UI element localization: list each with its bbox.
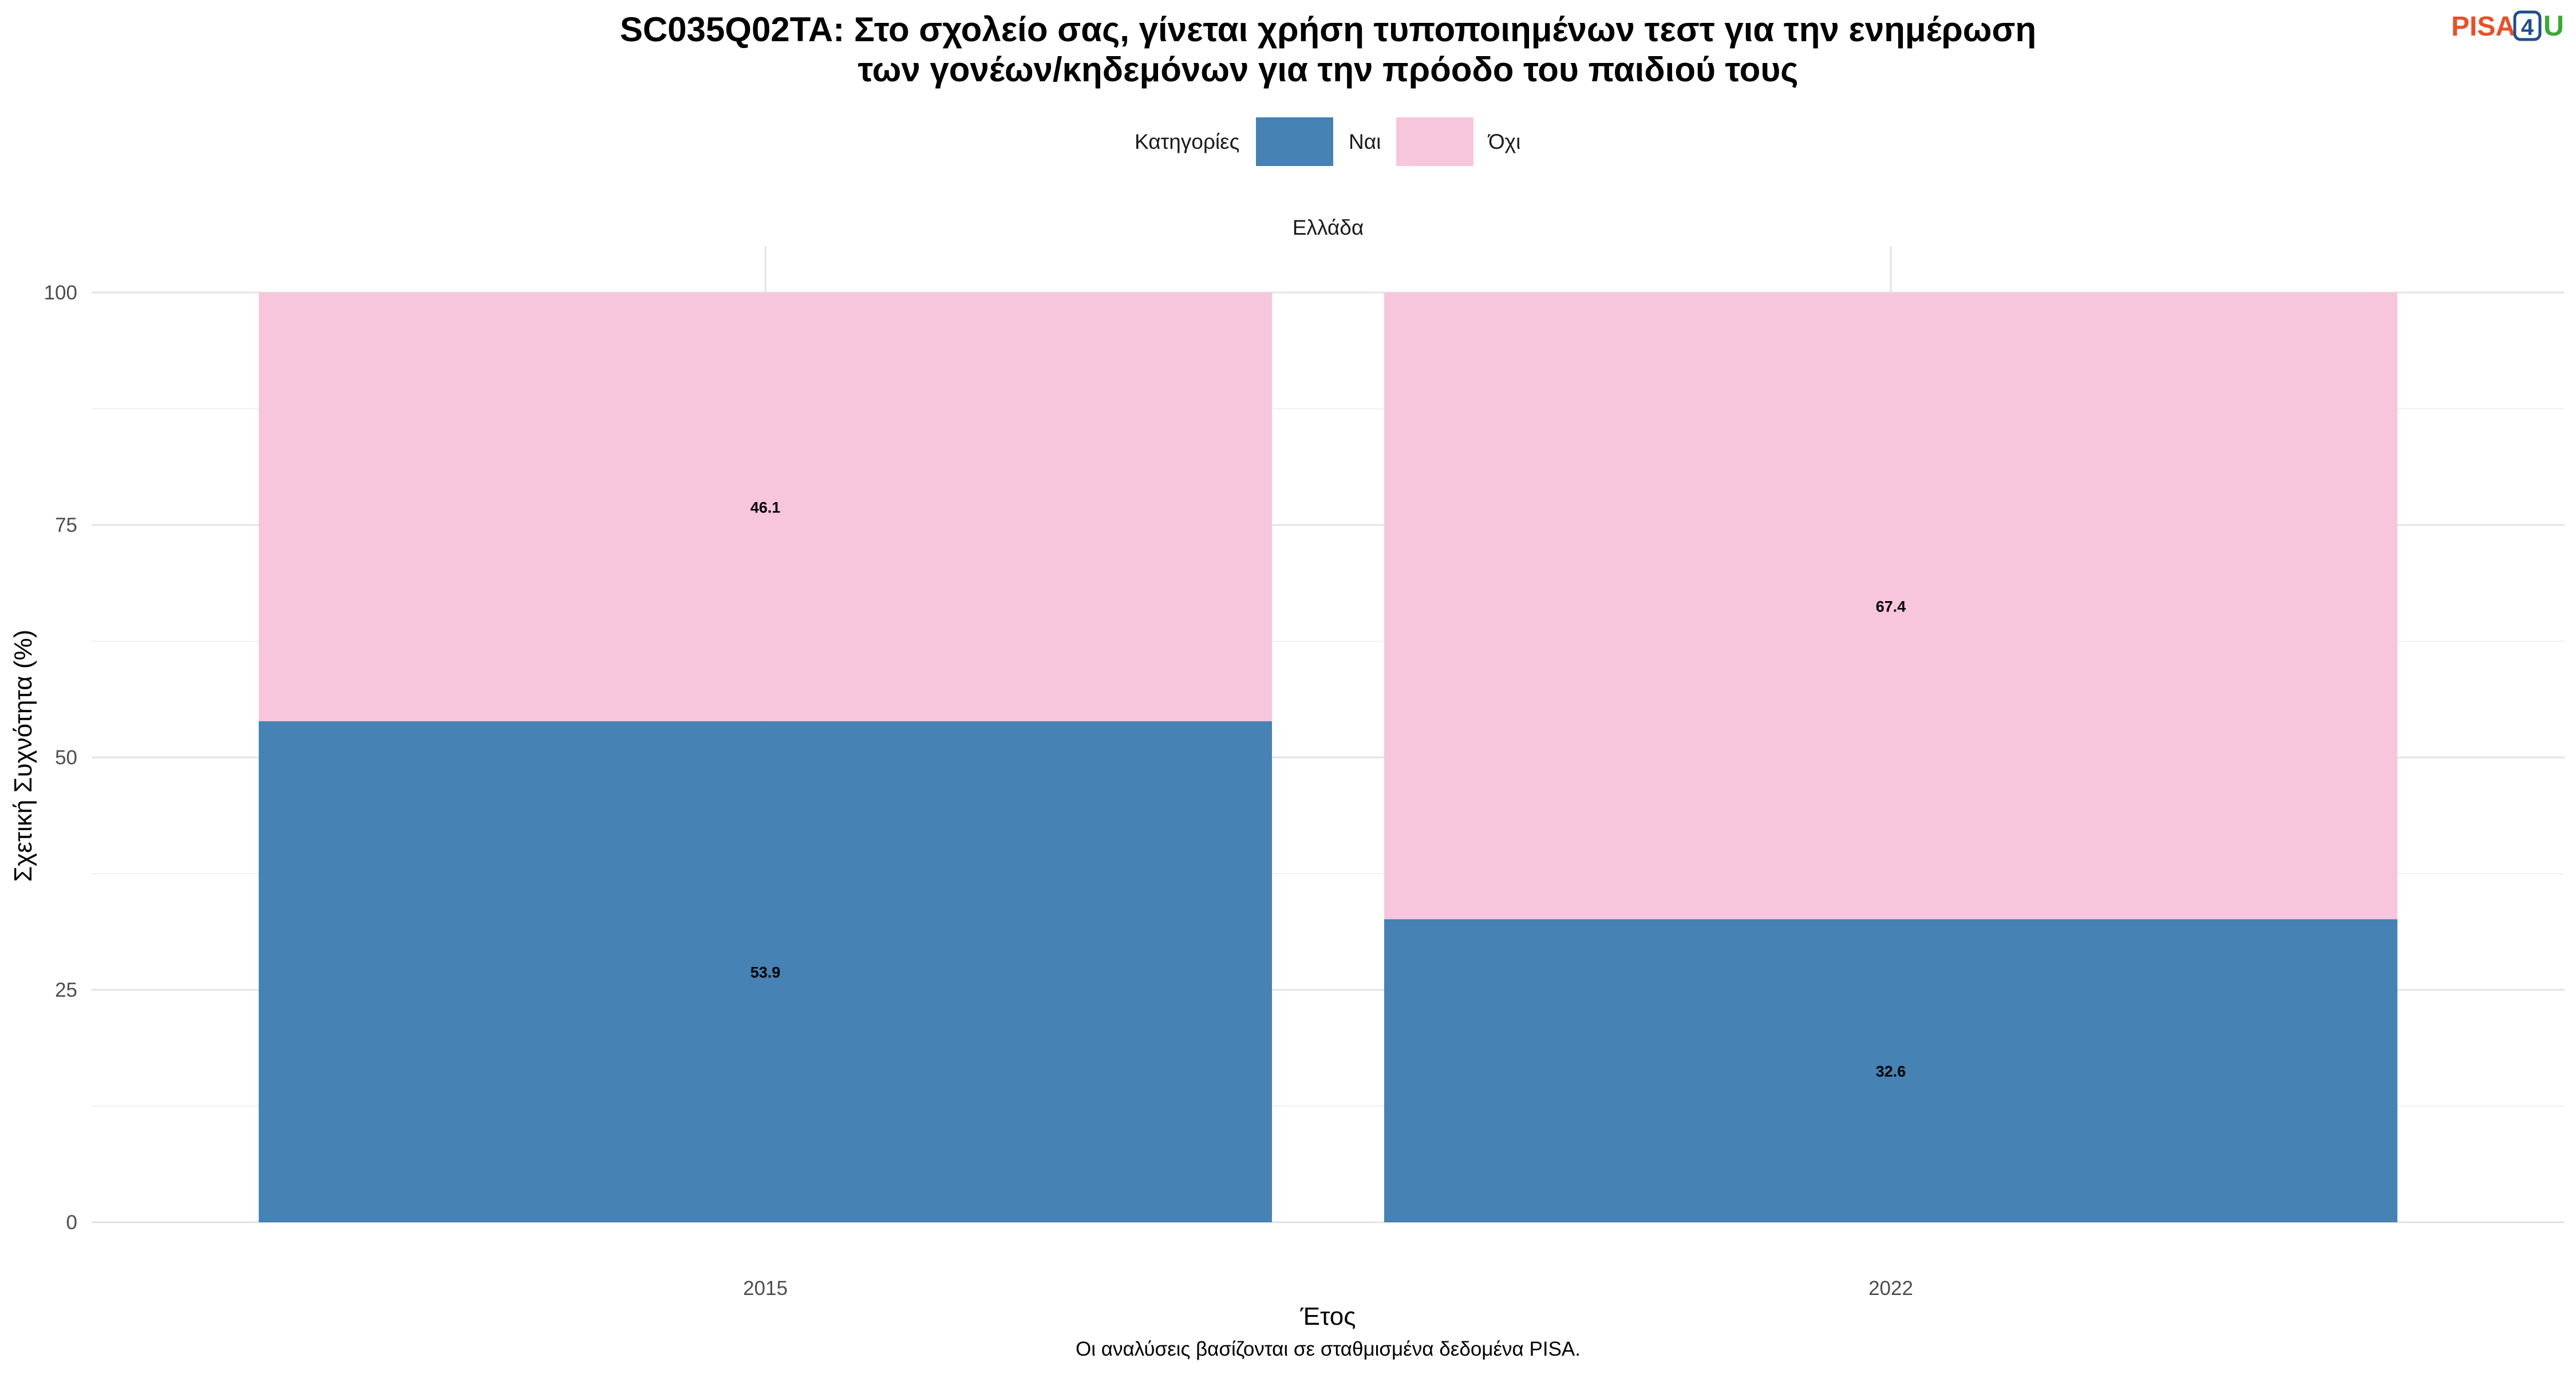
data-label-2022-nai: 32.6 [1876,1063,1906,1080]
facet-label: Ελλάδα [1293,216,1364,239]
chart-title-line-2: των γονέων/κηδεμόνων για την πρόοδο του … [858,50,1799,89]
x-tick-label: 2022 [1868,1277,1913,1300]
logo-text-pisa: PISA [2451,11,2515,42]
x-tick-label: 2015 [743,1277,788,1300]
caption: Οι αναλύσεις βασίζονται σε σταθμισμένα δ… [1076,1338,1581,1360]
logo-text-u: U [2543,10,2564,42]
legend-title: Κατηγορίες [1135,130,1239,153]
x-axis-ticks: 2015 2022 [743,1277,1913,1300]
y-tick-label: 25 [55,979,77,1001]
y-axis-ticks: 0 25 50 75 100 [44,282,77,1234]
y-tick-label: 75 [55,514,77,536]
y-tick-label: 0 [66,1211,77,1234]
legend: Κατηγορίες Ναι Όχι [1135,117,1520,166]
legend-key-ochi [1396,117,1473,166]
logo-text-digit: 4 [2521,15,2534,40]
y-tick-label: 100 [44,282,77,304]
data-label-2022-ochi: 67.4 [1876,598,1906,615]
y-axis-title: Σχετική Συχνότητα (%) [9,630,37,882]
legend-key-nai [1256,117,1333,166]
pisa4u-logo: PISA 4 U [2451,10,2564,42]
legend-label-ochi: Όχι [1487,130,1520,153]
data-label-2015-nai: 53.9 [750,964,781,981]
y-tick-label: 50 [55,747,77,769]
data-label-2015-ochi: 46.1 [750,499,781,516]
legend-label-nai: Ναι [1349,130,1381,153]
chart-title-line-1: SC035Q02TA: Στο σχολείο σας, γίνεται χρή… [620,10,2036,49]
x-axis-title: Έτος [1300,1302,1356,1330]
